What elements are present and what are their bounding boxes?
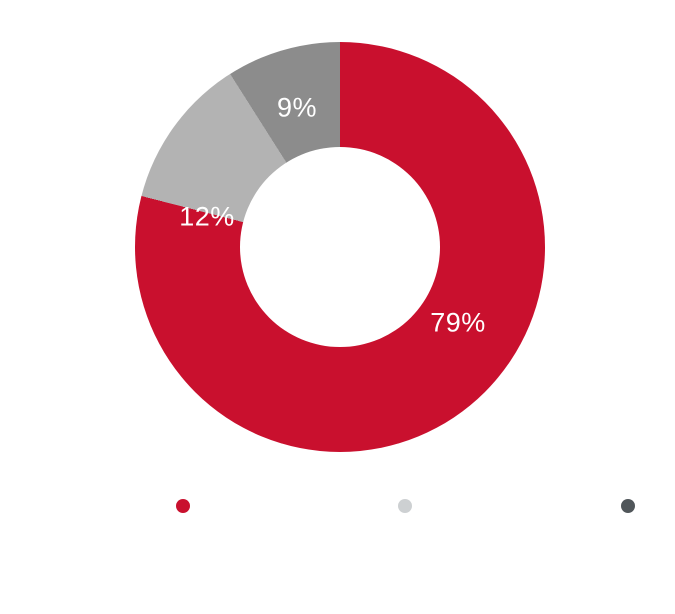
slice-label-dark-gray: 9% — [276, 92, 318, 123]
donut-hole — [240, 147, 440, 347]
legend-swatch-dark-gray-icon — [621, 499, 635, 513]
legend-item — [621, 499, 635, 513]
legend-swatch-light-gray-icon — [398, 499, 412, 513]
legend-swatch-red-icon — [176, 499, 190, 513]
slice-label-red: 79% — [430, 307, 486, 338]
legend-item — [176, 499, 190, 513]
legend-item — [398, 499, 412, 513]
slice-label-light-gray: 12% — [179, 201, 235, 232]
